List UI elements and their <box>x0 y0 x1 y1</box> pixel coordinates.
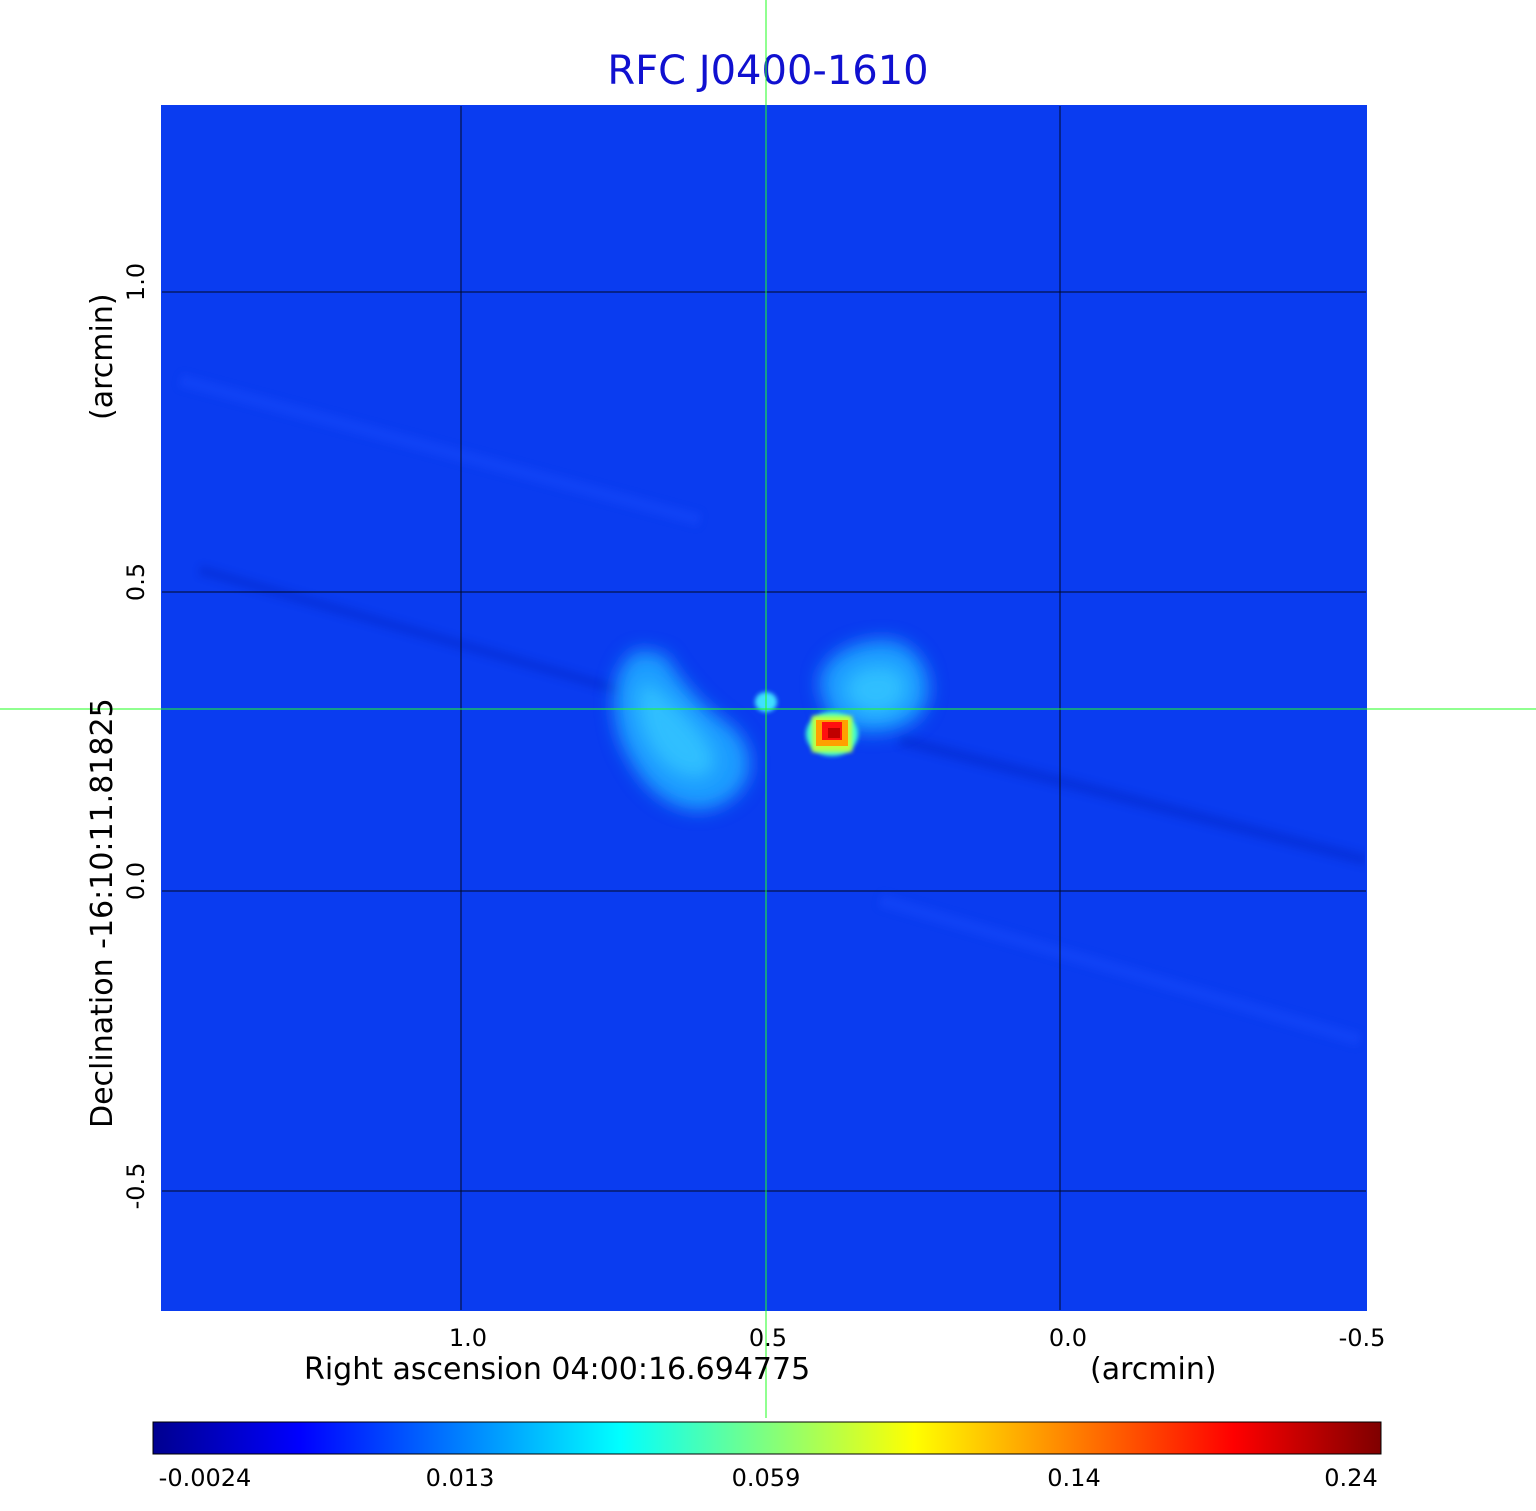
y-tick-label: 0.5 <box>122 563 150 601</box>
x-tick-label: -0.5 <box>1339 1324 1386 1352</box>
x-tick-label: 1.0 <box>449 1324 487 1352</box>
colorbar-tick-label: -0.0024 <box>159 1464 252 1492</box>
radio-image <box>162 106 1366 1310</box>
y-tick-label: 1.0 <box>122 263 150 301</box>
y-axis-label: Declination -16:10:11.81825 <box>85 698 120 1128</box>
core-peak <box>828 728 840 738</box>
colorbar-tick-label: 0.24 <box>1324 1464 1377 1492</box>
y-tick-label: 0.0 <box>122 862 150 900</box>
x-axis-label: Right ascension 04:00:16.694775 <box>304 1352 810 1387</box>
colorbar <box>152 1421 1382 1455</box>
x-axis-unit: (arcmin) <box>1090 1352 1217 1387</box>
y-tick-label: -0.5 <box>122 1163 150 1210</box>
y-axis-unit: (arcmin) <box>85 293 120 420</box>
colorbar-tick-label: 0.059 <box>732 1464 801 1492</box>
image-artifacts <box>178 373 1366 1047</box>
crosshair <box>0 0 1536 1418</box>
colorbar-tick-label: 0.14 <box>1047 1464 1100 1492</box>
x-tick-label: 0.0 <box>1049 1324 1087 1352</box>
colorbar-tick-label: 0.013 <box>426 1464 495 1492</box>
image-title: RFC J0400-1610 <box>607 48 929 94</box>
x-tick-label: 0.5 <box>749 1324 787 1352</box>
